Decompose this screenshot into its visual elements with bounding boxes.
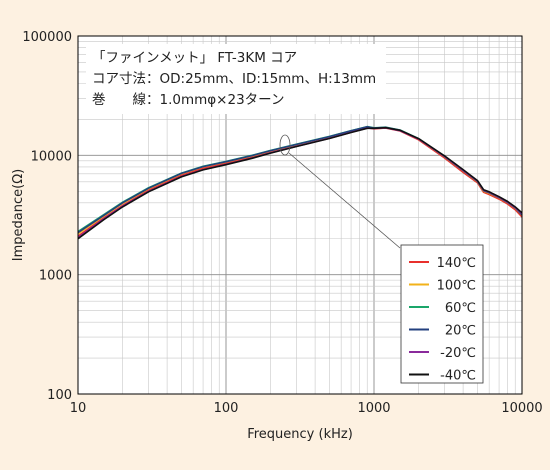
- x-tick-label: 10: [70, 401, 87, 416]
- annotation-line-1: 「ファインメット」 FT-3KM コア: [92, 50, 297, 66]
- legend-label: 140℃: [437, 256, 476, 271]
- y-tick-labels: 100 1000 10000 100000: [22, 30, 72, 403]
- legend-label: 20℃: [445, 324, 476, 339]
- plot-frame: [77, 35, 523, 395]
- annotation-box: [86, 44, 386, 114]
- y-tick-label: 10000: [31, 149, 72, 164]
- y-tick-label: 100: [47, 388, 72, 403]
- legend: [400, 244, 484, 384]
- legend-label: -40℃: [440, 369, 476, 384]
- legend-label: -20℃: [440, 346, 476, 361]
- x-tick-label: 10000: [501, 401, 542, 416]
- y-tick-label: 1000: [39, 269, 72, 284]
- legend-items: 140℃ 100℃ 60℃ 20℃ -20℃ -40℃: [409, 256, 476, 384]
- legend-label: 100℃: [437, 279, 476, 294]
- y-axis-label: Impedance(Ω): [11, 169, 26, 261]
- series-lines: [77, 125, 523, 240]
- annotation-line-2: コア寸法：OD:25mm、ID:15mm、H:13mm: [92, 71, 376, 87]
- legend-label: 60℃: [445, 301, 476, 316]
- x-tick-label: 1000: [357, 401, 390, 416]
- x-tick-label: 100: [214, 401, 239, 416]
- x-axis-label: Frequency (kHz): [247, 427, 353, 442]
- callout-ellipse: [279, 134, 291, 156]
- y-tick-label: 100000: [22, 30, 72, 45]
- callout-leader: [288, 152, 401, 249]
- x-tick-labels: 10 100 1000 10000: [70, 401, 543, 416]
- annotation-line-3: 巻 線：1.0mmφ×23ターン: [92, 92, 285, 108]
- series-line: [77, 126, 523, 240]
